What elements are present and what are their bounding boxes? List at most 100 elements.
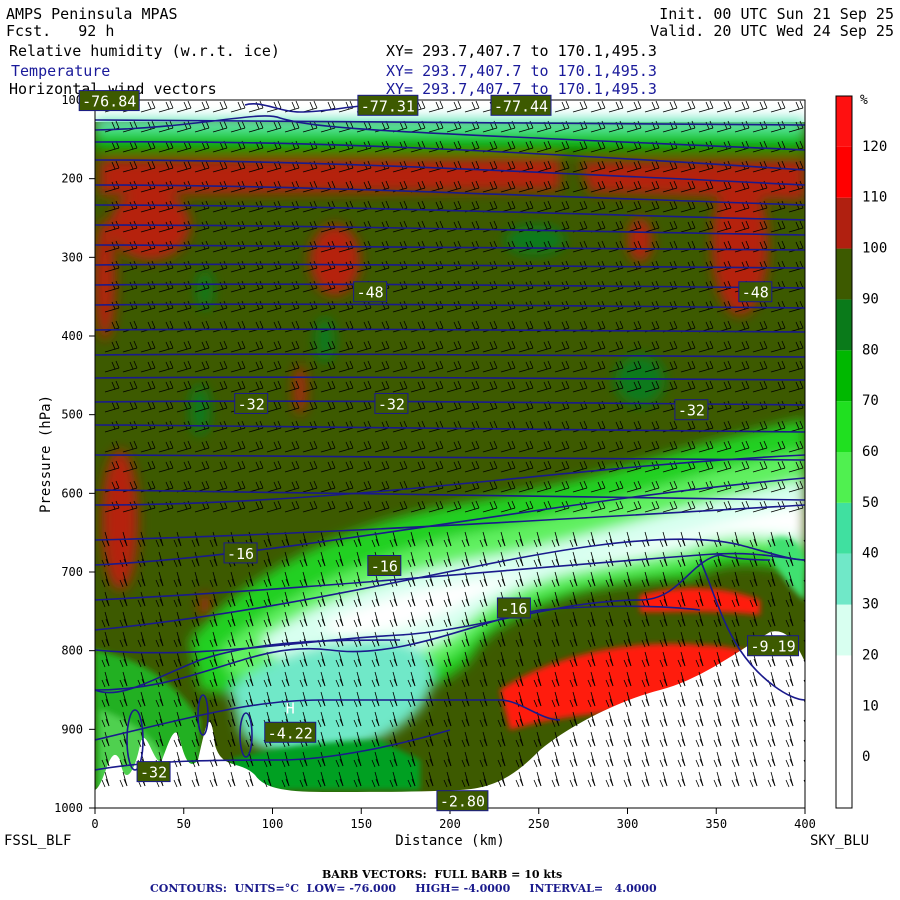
- wind-barb: [788, 480, 804, 493]
- wind-barb: [464, 500, 480, 513]
- wind-barb: [122, 460, 138, 473]
- wind-barb: [227, 731, 236, 748]
- contours-low-label: LOW=: [306, 882, 346, 895]
- contour-label: -48: [357, 284, 384, 302]
- wind-barb: [554, 100, 570, 113]
- wind-barb: [569, 571, 578, 588]
- wind-barb: [731, 631, 740, 648]
- wind-barb: [425, 751, 434, 768]
- wind-barb: [497, 631, 506, 648]
- wind-barb: [785, 571, 794, 588]
- wind-barb: [626, 480, 642, 493]
- contours-interval: 4.0000: [614, 882, 657, 895]
- wind-barb: [677, 691, 686, 708]
- field-xy-rh: XY= 293.7,407.7 to 170.1,495.3: [386, 42, 657, 60]
- wind-barb: [731, 691, 740, 708]
- y-tick-label: 500: [61, 408, 83, 422]
- wind-barb: [807, 281, 821, 292]
- contour-label-box: [738, 281, 773, 303]
- wind-barb: [263, 551, 272, 568]
- wind-barb: [194, 100, 210, 113]
- wind-barb: [785, 771, 794, 788]
- wind-barb: [587, 711, 596, 728]
- wind-barb: [608, 480, 624, 493]
- wind-barb: [590, 340, 606, 353]
- wind-barb: [338, 400, 354, 413]
- wind-barb: [695, 671, 704, 688]
- wind-barb: [353, 531, 362, 548]
- wind-barb: [140, 360, 156, 373]
- wind-barb: [263, 611, 272, 628]
- wind-barb: [767, 751, 776, 768]
- wind-barb: [515, 571, 524, 588]
- wind-barb: [281, 551, 290, 568]
- wind-barb: [479, 531, 488, 548]
- wind-barbs: [101, 100, 821, 788]
- wind-barb: [443, 771, 452, 788]
- wind-barb: [587, 731, 596, 748]
- wind-barb: [644, 340, 660, 353]
- wind-barb: [752, 440, 768, 453]
- wind-barb: [767, 731, 776, 748]
- wind-barb: [446, 460, 462, 473]
- wind-barb: [266, 480, 282, 493]
- colorbar-swatch: [836, 604, 852, 656]
- wind-barb: [245, 611, 254, 628]
- wind-barb: [659, 771, 668, 788]
- init-time: Init. 00 UTC Sun 21 Sep 25: [659, 5, 894, 23]
- x-tick-label: 200: [439, 817, 461, 831]
- wind-barb: [464, 440, 480, 453]
- wind-barb: [572, 360, 588, 373]
- wind-barb: [335, 731, 344, 748]
- wind-barb: [677, 751, 686, 768]
- wind-barb: [209, 691, 218, 708]
- wind-barb: [335, 611, 344, 628]
- wind-barb: [608, 340, 624, 353]
- wind-barb: [248, 380, 264, 393]
- contour-label: -32: [678, 402, 705, 420]
- field-name-wind: Horizontal wind vectors: [9, 80, 217, 98]
- wind-barb: [227, 691, 236, 708]
- wind-barb: [605, 751, 614, 768]
- wind-barb: [122, 440, 138, 453]
- wind-barb: [807, 361, 821, 372]
- wind-barb: [122, 380, 138, 393]
- wind-barb: [716, 380, 732, 393]
- wind-barb: [392, 340, 408, 353]
- wind-barb: [176, 340, 192, 353]
- wind-barb: [695, 591, 704, 608]
- wind-barb: [677, 551, 686, 568]
- colorbar-swatch: [836, 350, 852, 402]
- colorbar-swatch: [836, 401, 852, 452]
- wind-barb: [623, 691, 632, 708]
- contour-label: -32: [140, 764, 167, 782]
- wind-barb: [590, 200, 606, 213]
- wind-barb: [461, 631, 470, 648]
- wind-barb: [338, 340, 354, 353]
- wind-barb: [155, 571, 164, 588]
- contours-high-label: HIGH=: [415, 882, 460, 895]
- wind-barb: [209, 631, 218, 648]
- wind-barb: [482, 500, 498, 513]
- wind-barb: [497, 671, 506, 688]
- barb-note: BARB VECTORS: FULL BARB = 10 kts: [322, 868, 563, 881]
- wind-barb: [716, 340, 732, 353]
- wind-barb: [515, 671, 524, 688]
- wind-barb: [299, 671, 308, 688]
- wind-barb: [533, 771, 542, 788]
- wind-barb: [807, 461, 821, 472]
- wind-barb: [173, 771, 182, 788]
- wind-barb: [713, 691, 722, 708]
- wind-barb: [587, 611, 596, 628]
- wind-barb: [356, 500, 372, 513]
- wind-barb: [335, 591, 344, 608]
- wind-barb: [659, 731, 668, 748]
- wind-barb: [807, 441, 821, 452]
- wind-barb: [479, 671, 488, 688]
- colorbar-level-label: 100: [862, 241, 887, 257]
- wind-barb: [353, 731, 362, 748]
- wind-barb: [191, 731, 200, 748]
- wind-barb: [140, 340, 156, 353]
- wind-barb: [446, 100, 462, 113]
- wind-barb: [461, 731, 470, 748]
